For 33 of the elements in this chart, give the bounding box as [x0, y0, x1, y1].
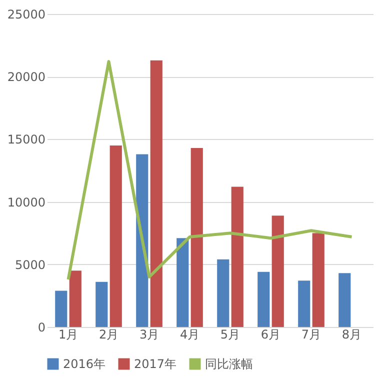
x-tick-label: 5月	[220, 328, 240, 342]
bar	[231, 186, 244, 327]
line-series	[66, 60, 354, 281]
bar	[69, 270, 82, 327]
y-tick-label: 15000	[7, 132, 46, 147]
x-tick-label: 8月	[342, 328, 362, 342]
y-tick-label: 0	[38, 320, 46, 334]
bar	[96, 282, 108, 327]
x-tick-label: 6月	[260, 328, 281, 342]
bar	[272, 216, 284, 327]
bar	[110, 145, 122, 327]
bar	[176, 238, 189, 327]
x-tick-label: 2月	[98, 328, 119, 342]
bar	[312, 233, 324, 327]
bar	[217, 259, 230, 327]
x-tick-label: 7月	[301, 328, 322, 342]
bar	[55, 290, 68, 327]
legend-label: 2017年	[134, 357, 177, 371]
bar	[150, 60, 162, 327]
x-tick-label: 4月	[180, 328, 200, 342]
bar	[258, 272, 270, 327]
legend-label: 2016年	[63, 357, 106, 371]
y-tick-label: 20000	[7, 70, 46, 84]
y-tick-label: 5000	[14, 258, 46, 272]
bar	[190, 148, 203, 327]
bar	[298, 280, 310, 327]
bar	[136, 154, 148, 327]
x-tick-label: 3月	[139, 328, 160, 342]
legend-label: 同比涨幅	[205, 357, 253, 371]
y-tick-label: 10000	[7, 195, 46, 210]
x-tick-label: 1月	[58, 328, 78, 342]
bar	[338, 273, 351, 327]
y-tick-label: 25000	[7, 8, 46, 22]
